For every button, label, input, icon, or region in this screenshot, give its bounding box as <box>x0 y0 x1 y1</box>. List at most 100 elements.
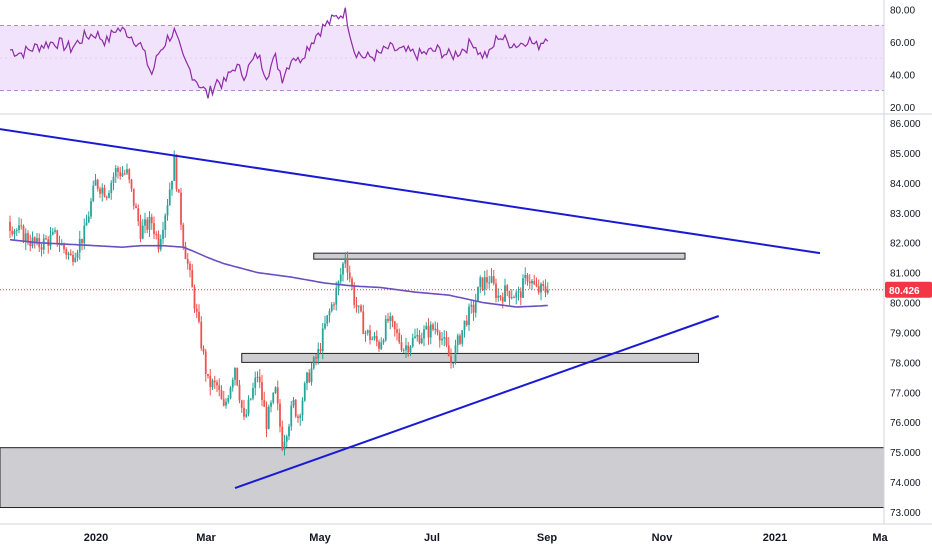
candle-body <box>216 382 218 386</box>
candle-body <box>294 399 297 417</box>
candle-body <box>141 225 144 239</box>
price-y-tick: 75.000 <box>890 448 921 459</box>
candle-body <box>33 237 36 243</box>
candle-body <box>13 230 16 235</box>
candle-body <box>186 258 189 264</box>
candle-body <box>360 305 362 312</box>
candle-body <box>402 349 405 351</box>
rsi-line <box>9 7 549 99</box>
candle-body <box>213 380 216 383</box>
candle-body <box>173 155 176 181</box>
candle-body <box>483 277 486 290</box>
candle-body <box>535 284 538 287</box>
rsi-y-tick: 80.00 <box>890 5 915 16</box>
candle-body <box>409 346 412 353</box>
candle-body <box>56 230 59 244</box>
candle-body <box>474 301 477 313</box>
candle-body <box>153 223 155 235</box>
candle-body <box>427 325 430 338</box>
x-tick-label: Ma <box>872 532 888 544</box>
candle-body <box>220 390 223 400</box>
price-panel <box>0 128 885 509</box>
candle-body <box>463 320 466 331</box>
candle-body <box>191 270 194 288</box>
candle-body <box>90 201 92 217</box>
candle-body <box>256 376 259 378</box>
candle-body <box>159 238 162 250</box>
candle-body <box>400 342 403 351</box>
candle-body <box>42 238 45 250</box>
candle-body <box>288 426 290 437</box>
candle-body <box>150 216 153 224</box>
candle-body <box>274 387 277 393</box>
candle-body <box>495 283 497 298</box>
candle-body <box>384 318 387 341</box>
candle-body <box>85 222 88 226</box>
candle-body <box>319 349 322 352</box>
candle-body <box>209 375 212 388</box>
candle-body <box>308 372 311 383</box>
price-y-tick: 73.000 <box>890 508 921 519</box>
candle-body <box>112 176 115 183</box>
candle-body <box>297 416 299 418</box>
x-tick-label: Jul <box>424 532 440 544</box>
candle-body <box>306 372 308 384</box>
candle-body <box>362 311 365 334</box>
candle-body <box>355 304 358 307</box>
candle-body <box>542 283 545 287</box>
candle-body <box>411 338 414 347</box>
candle-body <box>378 341 380 349</box>
candle-body <box>310 368 313 383</box>
price-y-tick: 74.000 <box>890 478 921 489</box>
candle-body <box>497 295 500 298</box>
candle-body <box>87 216 90 223</box>
candle-body <box>346 258 349 273</box>
candle-body <box>357 305 360 307</box>
rsi-y-tick: 40.00 <box>890 70 915 81</box>
candle-body <box>236 368 239 385</box>
candle-body <box>254 377 257 389</box>
candle-body <box>238 384 241 401</box>
price-y-tick: 80.000 <box>890 299 921 310</box>
candle-body <box>396 329 398 333</box>
candle-body <box>11 230 14 235</box>
candle-body <box>265 406 268 429</box>
candle-body <box>65 249 68 255</box>
candle-body <box>175 155 178 190</box>
candle-body <box>103 187 106 197</box>
candle-body <box>326 315 329 324</box>
candle-body <box>468 306 470 325</box>
candle-body <box>218 385 221 391</box>
candle-body <box>281 426 284 450</box>
candle-body <box>501 297 504 302</box>
candle-body <box>162 229 164 239</box>
candle-body <box>492 276 495 284</box>
candle-body <box>207 373 209 376</box>
candle-body <box>49 234 52 246</box>
candle-body <box>72 255 74 262</box>
candle-body <box>312 357 315 369</box>
candle-body <box>69 253 72 256</box>
candle-body <box>447 345 450 357</box>
candle-body <box>146 219 149 230</box>
candle-body <box>528 281 531 284</box>
candle-body <box>416 335 419 337</box>
candle-body <box>454 345 457 363</box>
candle-body <box>168 189 171 206</box>
candle-body <box>519 291 522 298</box>
candle-body <box>121 173 124 177</box>
candle-body <box>144 219 146 226</box>
candle-body <box>200 321 203 349</box>
candle-body <box>249 398 252 400</box>
candle-body <box>245 414 248 417</box>
trendline-2 <box>234 315 720 490</box>
candle-body <box>369 330 371 340</box>
candle-body <box>184 245 187 259</box>
candle-body <box>533 280 536 285</box>
candle-body <box>524 274 527 279</box>
rsi-y-tick: 60.00 <box>890 38 915 49</box>
candle-body <box>123 173 126 175</box>
price-y-tick: 85.000 <box>890 149 921 160</box>
